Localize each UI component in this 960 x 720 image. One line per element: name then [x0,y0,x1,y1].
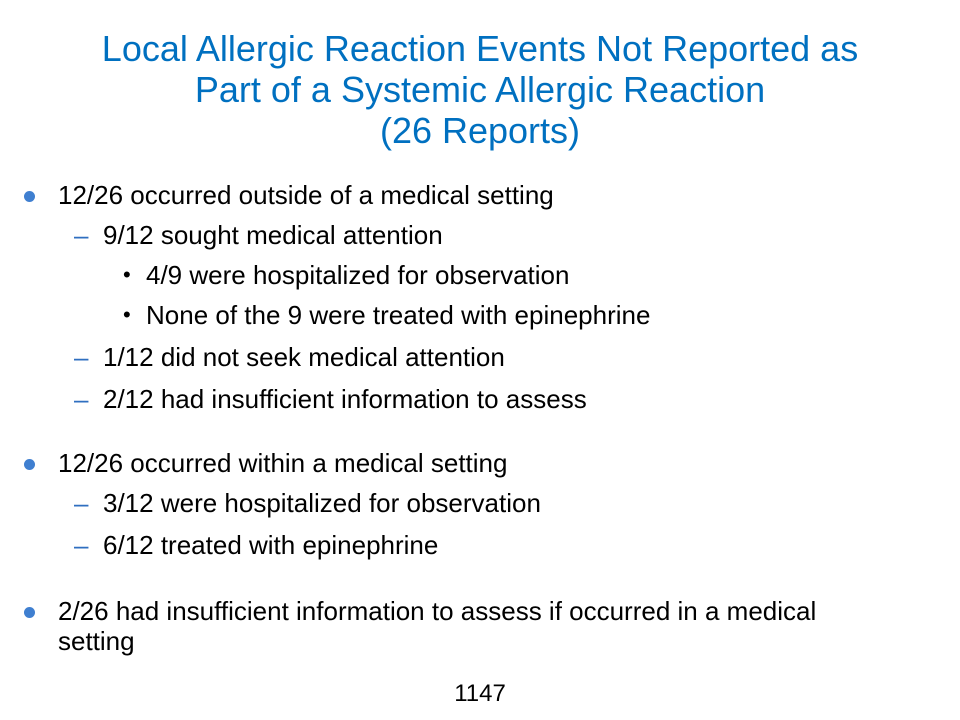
sub-bullet-text: 6/12 treated with epinephrine [103,530,439,560]
slide-title: Local Allergic Reaction Events Not Repor… [20,28,940,151]
title-line-1: Local Allergic Reaction Events Not Repor… [101,28,859,69]
sub-bullet-item: – 6/12 treated with epinephrine [0,530,960,560]
title-line-2: Part of a Systemic Allergic Reaction [194,69,766,110]
sub-sub-bullet-text: 4/9 were hospitalized for observation [146,260,570,290]
sub-bullet-item: – 3/12 were hospitalized for observation [0,488,960,518]
sub-bullet-item: – 1/12 did not seek medical attention [0,342,960,372]
bullet-item: 2/26 had insufficient information to ass… [0,596,960,660]
bullet-item: 12/26 occurred outside of a medical sett… [0,180,960,210]
bullet-text: 2/26 had insufficient information to ass… [58,596,817,656]
bullet-item: 12/26 occurred within a medical setting [0,448,960,478]
sub-sub-bullet-item: • None of the 9 were treated with epinep… [0,300,960,330]
bullet-dot-icon [24,607,35,618]
title-line-3: (26 Reports) [379,110,581,151]
bullet-text: 12/26 occurred within a medical setting [58,448,508,478]
sub-bullet-text: 9/12 sought medical attention [103,220,443,250]
sub-bullet-item: – 2/12 had insufficient information to a… [0,384,960,414]
sub-sub-bullet-text: None of the 9 were treated with epinephr… [146,300,651,330]
bullet-dot-icon [24,459,35,470]
dash-icon: – [74,342,89,372]
sub-sub-bullet-item: • 4/9 were hospitalized for observation [0,260,960,290]
page-number: 1147 [454,680,506,707]
dash-icon: – [74,488,89,518]
sub-bullet-text: 3/12 were hospitalized for observation [103,488,541,518]
sub-bullet-item: – 9/12 sought medical attention [0,220,960,250]
sub-bullet-text: 1/12 did not seek medical attention [103,342,505,372]
bullet-text: 12/26 occurred outside of a medical sett… [58,180,554,210]
bullet-dot-icon [24,191,35,202]
sub-bullet-text: 2/12 had insufficient information to ass… [103,384,587,414]
dash-icon: – [74,220,89,250]
small-bullet-icon: • [123,262,131,287]
dash-icon: – [74,384,89,414]
dash-icon: – [74,530,89,560]
small-bullet-icon: • [123,302,131,327]
